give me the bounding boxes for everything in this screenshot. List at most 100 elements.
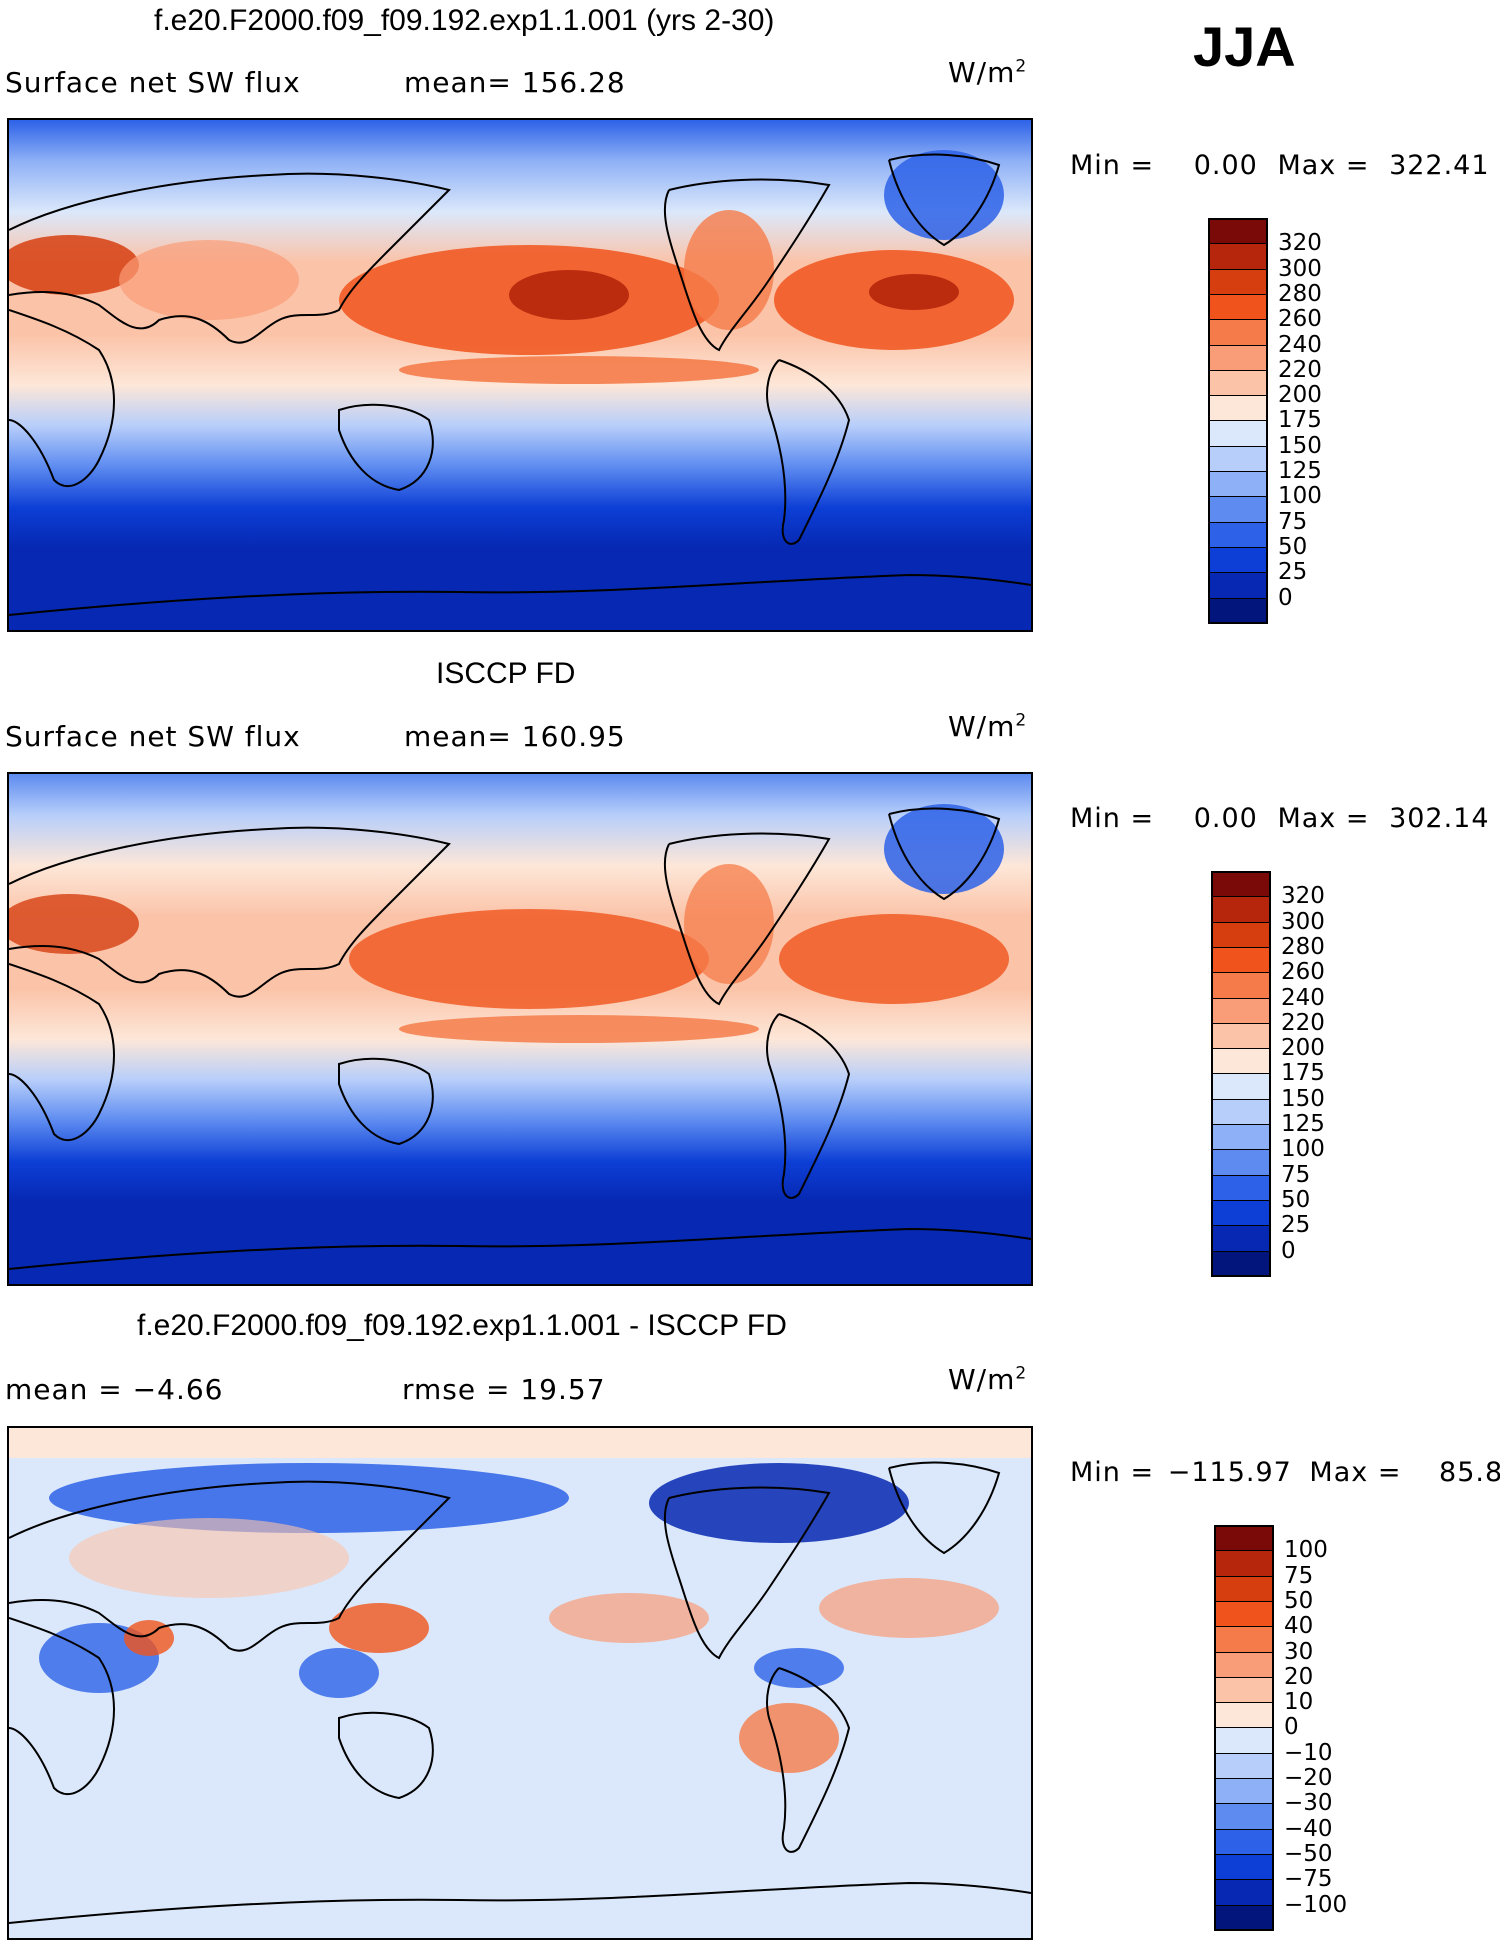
panel-3-eurasia-coast xyxy=(9,1480,451,1652)
panel-1-colorbar-box xyxy=(1208,496,1268,523)
panel-2-colorbar-box xyxy=(1211,1022,1271,1050)
panel-3-max-value: 85.82 xyxy=(1439,1457,1500,1488)
panel-1-units: W/m2 xyxy=(948,56,1027,89)
panel-3-colorbar-label: −50 xyxy=(1284,1840,1333,1867)
panel-3-colorbar-label: −40 xyxy=(1284,1815,1333,1842)
panel-1-greenland-coast xyxy=(888,153,1001,247)
panel-2-n-america-west xyxy=(684,864,774,984)
panel-1-colorbar-box xyxy=(1208,546,1268,574)
season-label: JJA xyxy=(1193,15,1296,78)
panel-1-colorbar-label: 25 xyxy=(1278,559,1308,586)
panel-1-minmax: Min = 0.00 Max = 322.41 xyxy=(1070,150,1490,181)
panel-1-colorbar-box xyxy=(1208,344,1268,371)
panel-2-colorbar-box xyxy=(1211,1174,1271,1201)
panel-2-colorbar-box xyxy=(1211,1073,1271,1100)
panel-2-colorbar-label: 320 xyxy=(1281,883,1325,910)
panel-3-min-text: Min = xyxy=(1070,1457,1155,1488)
panel-2-africa-coast xyxy=(9,963,115,1141)
panel-3-colorbar-box xyxy=(1214,1803,1274,1830)
panel-3-min-value: −115.97 xyxy=(1167,1457,1292,1488)
panel-1-colorbar-label: 200 xyxy=(1278,382,1322,409)
panel-1-colorbar-box xyxy=(1208,597,1268,624)
panel-2-units-exp: 2 xyxy=(1015,710,1028,731)
panel-1-colorbar-box xyxy=(1208,471,1268,498)
panel-1-colorbar-label: 280 xyxy=(1278,280,1322,307)
panel-1-colorbar-label: 50 xyxy=(1278,533,1308,560)
panel-1-colorbar-box xyxy=(1208,293,1268,321)
panel-3-colorbar-label: 100 xyxy=(1284,1537,1328,1564)
panel-2-colorbar-box xyxy=(1211,997,1271,1024)
panel-2-itcz-band xyxy=(399,1015,759,1043)
panel-3-colorbar-label: 75 xyxy=(1284,1562,1314,1589)
panel-1-colorbar-box xyxy=(1208,319,1268,346)
panel-2-units-base: W/m xyxy=(948,710,1016,743)
panel-2-colorbar-label: 0 xyxy=(1281,1237,1296,1264)
panel-1-colorbar-box xyxy=(1208,521,1268,548)
panel-3-colorbar-label: −100 xyxy=(1284,1891,1348,1918)
panel-1-colorbar-box xyxy=(1208,243,1268,270)
panel-3-antarctica-coast xyxy=(9,1881,1031,1924)
panel-2-mediterranean xyxy=(9,894,139,954)
panel-3-arabia-pos xyxy=(124,1620,174,1656)
panel-1-eurasia-coast xyxy=(9,172,451,344)
panel-3-arctic-band xyxy=(9,1428,1031,1458)
panel-3-colorbar-box xyxy=(1214,1879,1274,1906)
panel-2-atlantic-high xyxy=(779,914,1009,1004)
panel-2-colorbar-label: 280 xyxy=(1281,933,1325,960)
panel-3-colorbar-box xyxy=(1214,1525,1274,1552)
panel-3-colorbar-box xyxy=(1214,1702,1274,1729)
panel-3-colorbar-box xyxy=(1214,1651,1274,1678)
panel-2-colorbar-label: 50 xyxy=(1281,1186,1311,1213)
panel-1-colorbar-label: 175 xyxy=(1278,407,1322,434)
panel-2-colorbar-box xyxy=(1211,921,1271,948)
panel-3-title: f.e20.F2000.f09_f09.192.exp1.1.001 - ISC… xyxy=(137,1309,787,1342)
panel-3-mean-label: mean = −4.66 xyxy=(5,1373,224,1406)
panel-1-units-base: W/m xyxy=(948,56,1016,89)
panel-2-colorbar-label: 175 xyxy=(1281,1060,1325,1087)
panel-1-max-value: 322.41 xyxy=(1389,150,1490,181)
panel-2-min-value: 0.00 xyxy=(1193,803,1258,834)
panel-2-colorbar-box xyxy=(1211,896,1271,923)
panel-1-colorbar-label: 150 xyxy=(1278,432,1322,459)
panel-2-colorbar-label: 220 xyxy=(1281,1009,1325,1036)
panel-3-atlantic-pos xyxy=(819,1578,999,1638)
panel-2-s-america-coast xyxy=(766,1013,851,1199)
panel-2-max-text: Max = xyxy=(1277,803,1370,834)
panel-1-colorbar-label: 75 xyxy=(1278,508,1308,535)
panel-2-max-value: 302.14 xyxy=(1389,803,1490,834)
panel-3-colorbar-box xyxy=(1214,1752,1274,1779)
panel-3-colorbar-label: 50 xyxy=(1284,1587,1314,1614)
panel-2-colorbar-box xyxy=(1211,871,1271,898)
panel-1-australia-coast xyxy=(338,403,434,492)
panel-2-map xyxy=(7,772,1033,1286)
panel-1-units-exp: 2 xyxy=(1015,56,1028,77)
panel-1-africa-coast xyxy=(9,309,115,487)
panel-3-greenland-coast xyxy=(888,1461,1001,1555)
panel-1-colorbar-label: 240 xyxy=(1278,331,1322,358)
panel-3-colorbar-label: −75 xyxy=(1284,1866,1333,1893)
panel-3-eurasia-neg xyxy=(49,1463,569,1533)
panel-3-colorbar-label: −30 xyxy=(1284,1790,1333,1817)
panel-2-colorbar-label: 25 xyxy=(1281,1212,1311,1239)
panel-1-colorbar-label: 0 xyxy=(1278,584,1293,611)
panel-1-colorbar-box xyxy=(1208,445,1268,472)
panel-1-s-america-coast xyxy=(766,359,851,545)
panel-1-n-america-west xyxy=(684,210,774,330)
panel-2-colorbar-box xyxy=(1211,1098,1271,1125)
panel-3-maritime-neg xyxy=(299,1648,379,1698)
panel-2-colorbar-box xyxy=(1211,946,1271,974)
panel-3-colorbar-box xyxy=(1214,1575,1274,1602)
panel-1-coastlines xyxy=(9,153,1031,616)
panel-2-title: ISCCP FD xyxy=(436,657,576,690)
panel-3-n-america-coast xyxy=(663,1486,831,1660)
panel-2-colorbar-box xyxy=(1211,1225,1271,1252)
panel-1-title: f.e20.F2000.f09_f09.192.exp1.1.001 (yrs … xyxy=(154,4,775,37)
panel-1-pacific-max xyxy=(509,270,629,320)
panel-3-africa-coast xyxy=(9,1617,115,1795)
panel-3-colorbar-box xyxy=(1214,1904,1274,1931)
panel-3-colorbar-box xyxy=(1214,1550,1274,1577)
panel-3-units-base: W/m xyxy=(948,1363,1016,1396)
panel-2-colorbar-label: 100 xyxy=(1281,1136,1325,1163)
panel-2-colorbar-box xyxy=(1211,972,1271,999)
panel-2-colorbar-label: 240 xyxy=(1281,984,1325,1011)
